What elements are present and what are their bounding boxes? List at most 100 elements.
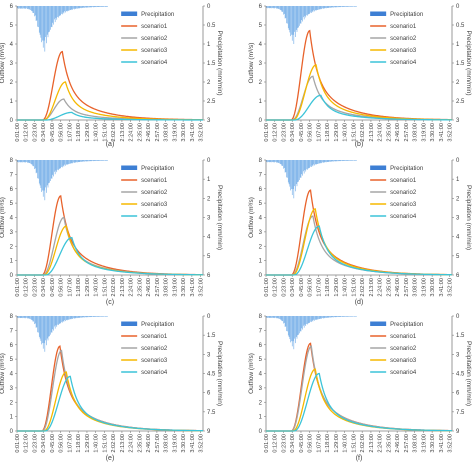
precip-bar	[315, 160, 317, 165]
precip-bar	[342, 160, 344, 161]
precip-bar	[289, 160, 291, 187]
precip-bar	[28, 160, 30, 163]
precip-bar	[318, 316, 319, 320]
x-tick-label: 2:35:00	[137, 278, 143, 297]
precip-bar	[93, 160, 95, 161]
precip-bar	[77, 160, 78, 163]
precip-bar	[338, 316, 339, 317]
precip-bar	[305, 6, 307, 18]
precip-bar	[268, 160, 269, 163]
precip-bar	[296, 160, 298, 187]
precip-bar	[349, 160, 350, 161]
precip-bar	[89, 160, 91, 162]
precip-bar	[345, 316, 346, 317]
precip-bar	[62, 6, 64, 13]
y-tick-label: 1	[10, 99, 14, 105]
precip-bar	[299, 6, 300, 26]
precip-bar	[55, 160, 57, 171]
precip-bar	[71, 6, 73, 10]
precip-bar	[337, 316, 338, 318]
y-tick-label: 1	[10, 259, 14, 265]
x-tick-label: 2:46:00	[395, 278, 401, 297]
series-line-scenario2	[17, 349, 204, 432]
legend-label-scenario4: scenario4	[141, 370, 168, 376]
precip-bar	[39, 160, 41, 186]
precip-bar	[310, 316, 311, 322]
precip-bar	[52, 316, 54, 330]
y-tick-label: 2	[10, 80, 14, 86]
precip-bar	[326, 316, 328, 318]
precip-bar	[347, 160, 349, 161]
x-tick-label: 1:18:00	[76, 434, 82, 453]
legend-label-scenario4: scenario4	[390, 370, 417, 376]
precip-bar	[273, 6, 275, 8]
precip-bar	[100, 6, 102, 7]
precip-bar	[277, 316, 279, 319]
precip-bar	[266, 160, 268, 162]
precip-bar	[316, 160, 318, 164]
precip-bar	[94, 6, 96, 8]
precip-bar	[58, 316, 60, 324]
y-tick-label: 3	[259, 230, 263, 236]
precip-bar	[352, 160, 353, 161]
panel-caption: (e)	[106, 455, 115, 462]
precip-bar	[325, 316, 326, 318]
precip-bar	[48, 160, 50, 184]
y-tick-label: 3	[10, 386, 14, 392]
x-tick-label: 1:40:00	[94, 278, 100, 297]
precip-bar	[305, 316, 307, 327]
precip-bar	[350, 160, 352, 161]
x-tick-label: 2:13:00	[369, 123, 375, 142]
x-tick-label: 0:56:00	[59, 434, 65, 453]
precip-bar	[299, 160, 301, 178]
x-tick-label: 0:45:00	[50, 278, 56, 297]
precip-bar	[59, 160, 61, 169]
series-line-scenario4	[17, 236, 203, 276]
precip-bar	[26, 160, 27, 163]
precip-bar	[80, 6, 81, 8]
precip-bar	[351, 316, 353, 317]
precip-bar	[84, 6, 85, 8]
precip-bar	[35, 160, 37, 174]
chart-panel-b: 0 1 2 3 4 5 6 0 0.5 1 1.5 2 2.5 3 0:01:00 0:12:00 0:23:0…	[248, 4, 472, 148]
x-tick-label: 3:30:00	[430, 278, 436, 297]
x-tick-label: 1:18:00	[325, 123, 331, 142]
precip-bar	[353, 6, 355, 7]
precip-bar	[311, 316, 312, 323]
precip-bar	[310, 160, 311, 167]
series-line-scenario1	[17, 50, 204, 121]
precip-bar	[291, 316, 293, 347]
precip-bar	[290, 6, 291, 37]
legend-label-scenario4: scenario4	[390, 60, 417, 66]
precip-bar	[270, 160, 272, 163]
legend: Precipitation scenario1 scenario2 scenario3…	[370, 11, 423, 66]
legend: Precipitation scenario1 scenario2 scenario3…	[121, 11, 174, 66]
precip-bar	[353, 160, 355, 161]
precip-bar	[62, 316, 64, 322]
x-tick-label: 2:13:00	[120, 434, 126, 453]
x-tick-label: 2:35:00	[137, 123, 143, 142]
precip-bar	[87, 316, 89, 318]
x-tick-label: 0:45:00	[50, 123, 56, 142]
precip-bar	[73, 6, 74, 9]
precip-bar	[279, 316, 280, 319]
y-tick-label: 0	[10, 273, 14, 279]
x-tick-label: 0:56:00	[308, 434, 314, 453]
chart-panel-e: 0 1 2 3 4 5 6 7 8 0 1.5 3 4.5 6 7.5 9 0:01:00 0:12:00 0:23…	[0, 314, 223, 462]
precip-bar	[23, 6, 25, 9]
precip-bar	[289, 6, 291, 33]
precip-bar	[341, 6, 342, 7]
x-tick-label: 0:34:00	[41, 123, 47, 142]
x-tick-label: 0:23:00	[32, 123, 38, 142]
precip-bar	[33, 160, 34, 167]
legend-label-scenario2: scenario2	[390, 36, 417, 42]
x-tick-label: 1:51:00	[351, 278, 357, 297]
precip-bar	[36, 160, 38, 173]
precip-bar	[25, 160, 27, 163]
x-tick-label: 0:34:00	[41, 434, 47, 453]
precip-bar	[311, 316, 313, 321]
precip-bar	[327, 160, 329, 162]
precip-bar	[105, 160, 107, 161]
x-tick-label: 1:29:00	[85, 434, 91, 453]
precip-bar	[282, 160, 283, 166]
